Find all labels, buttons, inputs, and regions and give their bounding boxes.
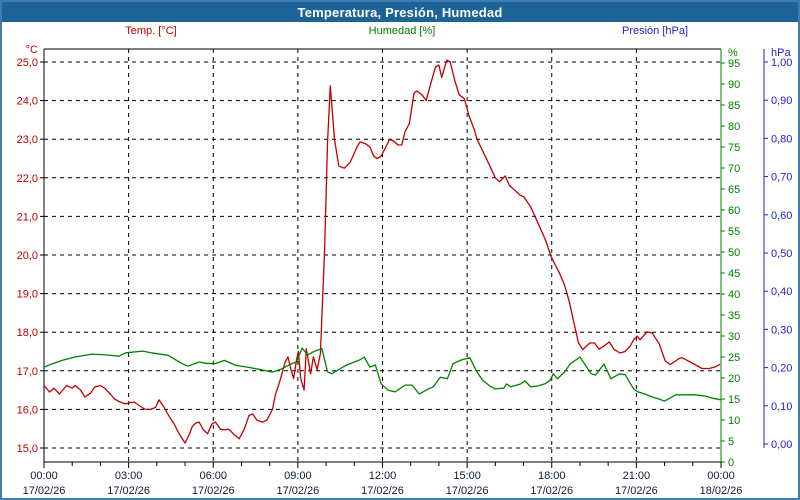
legend-temperature: Temp. [°C] (125, 25, 177, 37)
x-tick-time-label: 03:00 (115, 470, 143, 482)
x-tick-time-label: 21:00 (623, 470, 651, 482)
humidity-tick-label: 30 (728, 331, 740, 343)
pressure-tick-label: 0,20 (771, 363, 792, 375)
x-tick-date-label: 17/02/26 (23, 485, 66, 497)
humidity-tick-label: 0 (728, 457, 734, 469)
hum-series-curve (43, 347, 722, 402)
humidity-tick-label: 75 (728, 142, 740, 154)
x-tick-date-label: 17/02/26 (192, 485, 235, 497)
x-tick-date-label: 18/02/26 (700, 485, 743, 497)
temp-tick-label: 25,0 (17, 57, 38, 69)
x-tick-date-label: 17/02/26 (361, 485, 404, 497)
humidity-tick-label: 60 (728, 205, 740, 217)
x-tick-date-label: 17/02/26 (276, 485, 319, 497)
humidity-tick-label: 55 (728, 226, 740, 238)
humidity-tick-label: 40 (728, 289, 740, 301)
x-tick-time-label: 18:00 (538, 470, 566, 482)
x-tick-time-label: 00:00 (707, 470, 735, 482)
pressure-tick-label: 0,60 (771, 210, 792, 222)
humidity-tick-label: 25 (728, 352, 740, 364)
humidity-tick-label: 90 (728, 79, 740, 91)
humidity-axis-unit: % (728, 47, 738, 59)
pressure-tick-label: 0,80 (771, 133, 792, 145)
humidity-tick-label: 70 (728, 163, 740, 175)
temp-tick-label: 17,0 (17, 366, 38, 378)
pressure-tick-label: 0,00 (771, 439, 792, 451)
pressure-tick-label: 0,30 (771, 324, 792, 336)
temp-tick-label: 16,0 (17, 404, 38, 416)
x-tick-time-label: 00:00 (30, 470, 58, 482)
x-tick-time-label: 06:00 (199, 470, 227, 482)
title-bar: Temperatura, Presión, Humedad (2, 2, 798, 22)
pressure-tick-label: 0,50 (771, 248, 792, 260)
x-tick-date-label: 17/02/26 (615, 485, 658, 497)
x-tick-time-label: 15:00 (453, 470, 481, 482)
x-tick-date-label: 17/02/26 (107, 485, 150, 497)
temp-tick-label: 22,0 (17, 173, 38, 185)
x-tick-time-label: 09:00 (284, 470, 312, 482)
humidity-tick-label: 35 (728, 310, 740, 322)
pressure-tick-label: 0,70 (771, 172, 792, 184)
pressure-tick-label: 0,90 (771, 95, 792, 107)
humidity-tick-label: 5 (728, 436, 734, 448)
temp-axis-unit: °C (26, 44, 38, 56)
humidity-tick-label: 45 (728, 268, 740, 280)
x-tick-date-label: 17/02/26 (530, 485, 573, 497)
humidity-tick-label: 85 (728, 100, 740, 112)
temp-series-curve (43, 59, 721, 444)
legend-humidity: Humedad [%] (368, 25, 436, 37)
x-tick-time-label: 12:00 (369, 470, 397, 482)
pressure-tick-label: 0,40 (771, 286, 792, 298)
humidity-tick-label: 50 (728, 247, 740, 259)
temp-tick-label: 24,0 (17, 96, 38, 108)
humidity-tick-label: 15 (728, 394, 740, 406)
humidity-tick-label: 65 (728, 184, 740, 196)
pressure-tick-label: 0,10 (771, 401, 792, 413)
humidity-tick-label: 80 (728, 121, 740, 133)
humidity-tick-label: 10 (728, 415, 740, 427)
temp-tick-label: 21,0 (17, 211, 38, 223)
humidity-tick-label: 20 (728, 373, 740, 385)
humidity-tick-label: 95 (728, 58, 740, 70)
legend-pressure: Presión [hPa] (621, 25, 689, 37)
temp-tick-label: 18,0 (17, 327, 38, 339)
pressure-tick-label: 1,00 (771, 57, 792, 69)
x-tick-date-label: 17/02/26 (446, 485, 489, 497)
page-title: Temperatura, Presión, Humedad (297, 4, 503, 20)
temp-tick-label: 23,0 (17, 134, 38, 146)
temp-tick-label: 19,0 (17, 289, 38, 301)
temp-tick-label: 20,0 (17, 250, 38, 262)
temp-tick-label: 15,0 (17, 443, 38, 455)
pressure-axis-unit: hPa (771, 47, 791, 59)
